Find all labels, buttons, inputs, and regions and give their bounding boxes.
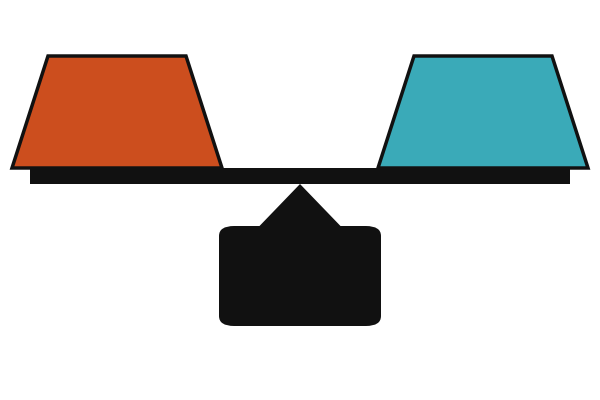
Polygon shape	[12, 56, 222, 168]
Polygon shape	[378, 56, 588, 168]
Text: Carbon: Carbon	[75, 80, 159, 100]
Bar	[30, 168, 570, 184]
Text: Offsets: Offsets	[440, 118, 526, 138]
Text: Carbon: Carbon	[441, 80, 525, 100]
Polygon shape	[246, 184, 354, 240]
Text: Emissions: Emissions	[59, 118, 176, 138]
FancyBboxPatch shape	[219, 226, 381, 326]
